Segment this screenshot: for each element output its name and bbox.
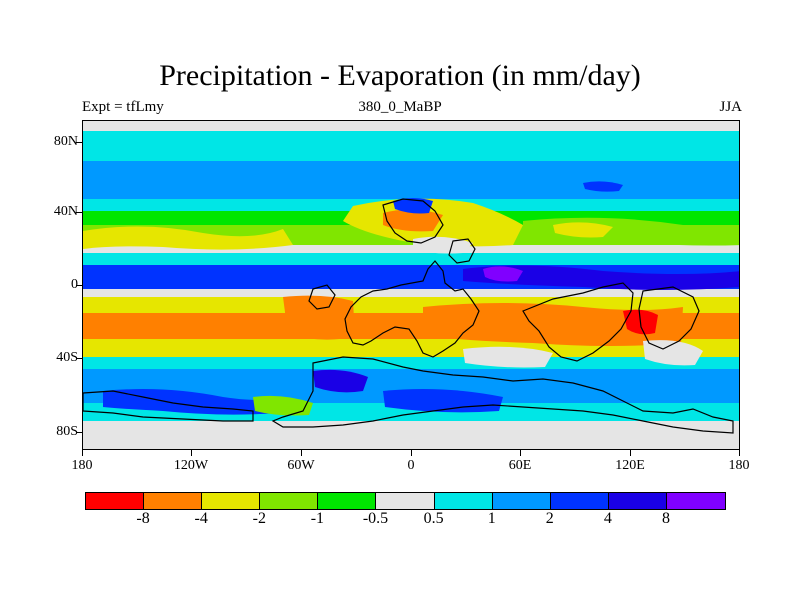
region-southern-ocean-wet [103,389,283,415]
colorbar-swatch [318,493,377,509]
period-label: 380_0_MaBP [358,99,442,115]
colorbar-swatch [434,493,493,509]
lon-label-180w: 180 [71,458,93,473]
colorbar-label: -0.5 [362,510,389,527]
region-south-dry-center [423,303,683,346]
band-itcz-edge [83,253,739,265]
island-outline-north [448,238,476,264]
region-north-pacific-dry [83,226,293,250]
colorbar-swatch [86,493,145,509]
region-south-dry-patch [253,395,313,416]
colorbar-label: -4 [194,510,208,527]
colorbar-label: -1 [310,510,325,527]
colorbar-swatch [376,493,435,509]
region-south-dry-west [283,295,355,340]
colorbar-label: 2 [545,510,554,527]
region-south-neutral [463,346,553,368]
lat-tick [76,285,82,286]
colorbar [85,492,727,510]
colorbar-label: 8 [662,510,670,527]
lat-tick [76,358,82,359]
lon-tick [191,450,192,456]
lat-label-80n: 80N [53,134,78,149]
region-north-wet-patch [583,181,623,192]
colorbar-swatch [260,493,319,509]
region-north-strong-dry [383,209,443,232]
continent-outline-west [344,260,480,358]
band-high-north [83,131,739,161]
band-mid-north [83,161,739,199]
colorbar-swatch [144,493,203,509]
colorbar-swatch [492,493,551,509]
lat-label-40s: 40S [56,350,78,365]
lon-label-60e: 60E [508,458,532,473]
colorbar-label: 4 [603,510,612,527]
lon-tick [301,450,302,456]
colorbar-label: -8 [136,510,150,527]
lat-tick [76,142,82,143]
precip-evap-field [83,121,739,449]
band-polar-south [83,421,739,449]
band-polar-north [83,121,739,131]
lon-label-120e: 120E [615,458,645,473]
region-asia-dryer [553,222,613,238]
colorbar-swatch [550,493,609,509]
experiment-label: Expt = tfLmy [82,99,164,115]
map-plot-area [82,120,740,450]
colorbar-label: 0.5 [423,510,444,527]
lon-tick [411,450,412,456]
map-title: Precipitation - Evaporation (in mm/day) [159,59,641,92]
lon-label-60w: 60W [287,458,315,473]
lon-tick [520,450,521,456]
continent-outline-center [522,282,634,362]
lon-label-120w: 120W [173,458,209,473]
colorbar-swatch [202,493,261,509]
season-label: JJA [719,99,742,115]
lon-label-180e: 180 [728,458,750,473]
lat-label-80s: 80S [56,424,78,439]
continent-outline-south [271,356,734,434]
region-south-wet [313,369,368,393]
island-outline-west [308,284,336,310]
continent-outline-southwest [83,390,254,422]
coastlines [83,198,734,434]
lon-tick [82,450,83,456]
lon-tick [630,450,631,456]
continent-outline-east [638,286,700,350]
region-tropical-very-wet [483,266,523,282]
lon-label-0: 0 [407,458,415,473]
region-north-wet [393,198,433,214]
band-neutral-north [83,245,739,253]
lat-tick [76,212,82,213]
lat-label-40n: 40N [53,204,78,219]
band-neutral-eq [83,289,739,297]
region-tropical-wet [463,265,739,290]
colorbar-label: 1 [487,510,496,527]
lat-tick [76,432,82,433]
colorbar-swatch [666,493,726,509]
colorbar-label: -2 [252,510,266,527]
lat-label-0: 0 [71,277,78,292]
lon-tick [739,450,740,456]
colorbar-swatch [608,493,667,509]
band-south-moist [83,357,739,369]
continent-outline-north [382,198,444,244]
